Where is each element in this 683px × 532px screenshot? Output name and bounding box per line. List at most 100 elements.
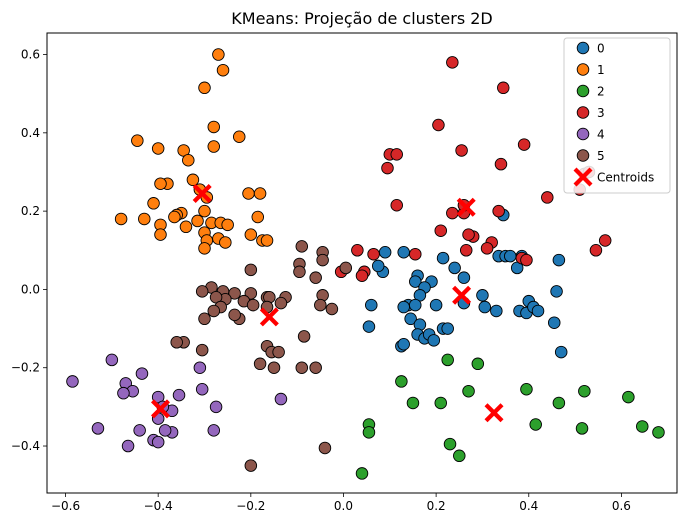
point-cluster-0 bbox=[365, 298, 378, 312]
legend-label: 2 bbox=[597, 85, 605, 99]
legend-marker-2 bbox=[576, 84, 590, 98]
point-cluster-1 bbox=[182, 153, 195, 167]
point-cluster-0 bbox=[397, 337, 410, 351]
point-cluster-4 bbox=[135, 367, 149, 380]
point-cluster-5 bbox=[244, 287, 258, 300]
point-cluster-5 bbox=[295, 240, 309, 253]
point-cluster-2 bbox=[520, 383, 533, 396]
point-cluster-3 bbox=[520, 253, 533, 267]
point-cluster-5 bbox=[170, 336, 183, 349]
point-cluster-1 bbox=[207, 140, 221, 153]
point-cluster-0 bbox=[397, 300, 410, 314]
point-cluster-0 bbox=[531, 304, 545, 318]
point-cluster-4 bbox=[117, 386, 130, 400]
point-cluster-4 bbox=[193, 361, 207, 374]
point-cluster-0 bbox=[429, 298, 443, 312]
point-cluster-0 bbox=[404, 312, 417, 326]
point-cluster-3 bbox=[455, 144, 468, 157]
point-cluster-0 bbox=[457, 271, 471, 284]
point-cluster-0 bbox=[427, 334, 441, 347]
point-cluster-5 bbox=[228, 287, 241, 300]
point-cluster-2 bbox=[453, 449, 466, 463]
x-tick-label: 0.0 bbox=[334, 499, 353, 513]
point-cluster-1 bbox=[216, 63, 230, 77]
point-cluster-3 bbox=[517, 138, 531, 151]
point-cluster-1 bbox=[147, 197, 160, 210]
chart-title: KMeans: Projeção de clusters 2D bbox=[231, 9, 492, 28]
centroid-marker bbox=[259, 307, 279, 327]
point-cluster-5 bbox=[309, 361, 322, 374]
point-cluster-3 bbox=[589, 244, 603, 257]
point-cluster-5 bbox=[246, 298, 260, 312]
point-cluster-3 bbox=[432, 118, 445, 132]
point-cluster-4 bbox=[66, 375, 79, 388]
point-cluster-2 bbox=[443, 437, 457, 451]
point-cluster-2 bbox=[552, 396, 566, 410]
axes-ticks: −0.6 −0.4 −0.2 0.0 0.2 0.4 0.6 −0.4 −0.2 0.0 0.2 0.… bbox=[11, 48, 631, 513]
point-cluster-1 bbox=[251, 210, 265, 224]
y-tick-label: −0.4 bbox=[11, 439, 40, 453]
point-cluster-5 bbox=[295, 361, 309, 374]
point-cluster-2 bbox=[578, 384, 591, 398]
point-cluster-0 bbox=[547, 316, 561, 329]
point-cluster-5 bbox=[316, 253, 329, 267]
point-cluster-0 bbox=[476, 289, 489, 302]
point-cluster-2 bbox=[462, 384, 475, 398]
point-cluster-0 bbox=[550, 285, 563, 298]
point-cluster-3 bbox=[492, 204, 505, 218]
point-cluster-2 bbox=[362, 426, 376, 439]
point-cluster-1 bbox=[242, 187, 255, 200]
point-cluster-5 bbox=[228, 308, 241, 322]
point-cluster-5 bbox=[198, 312, 211, 326]
x-tick-label: −0.4 bbox=[144, 499, 173, 513]
point-cluster-5 bbox=[244, 459, 258, 472]
point-cluster-0 bbox=[378, 245, 392, 259]
point-cluster-2 bbox=[434, 396, 448, 410]
point-cluster-0 bbox=[554, 345, 568, 359]
point-cluster-4 bbox=[151, 435, 165, 449]
point-cluster-3 bbox=[390, 199, 403, 212]
point-cluster-5 bbox=[272, 345, 285, 359]
point-cluster-1 bbox=[186, 173, 200, 187]
point-cluster-3 bbox=[459, 244, 473, 257]
legend-label: 4 bbox=[597, 128, 605, 142]
point-cluster-1 bbox=[154, 177, 167, 190]
point-cluster-0 bbox=[397, 245, 410, 259]
point-cluster-3 bbox=[494, 157, 508, 171]
point-cluster-1 bbox=[114, 212, 128, 226]
legend-marker-centroids bbox=[573, 167, 593, 187]
point-cluster-3 bbox=[598, 234, 612, 247]
point-cluster-5 bbox=[267, 361, 281, 374]
point-cluster-0 bbox=[503, 249, 517, 263]
point-cluster-1 bbox=[151, 142, 165, 155]
point-cluster-5 bbox=[195, 285, 209, 298]
point-cluster-3 bbox=[367, 247, 380, 261]
point-cluster-1 bbox=[198, 204, 211, 218]
point-cluster-1 bbox=[207, 120, 221, 134]
legend-label: 0 bbox=[597, 42, 605, 56]
centroid-marker bbox=[456, 197, 476, 217]
point-cluster-1 bbox=[191, 214, 204, 228]
point-cluster-0 bbox=[490, 304, 503, 318]
point-cluster-1 bbox=[131, 134, 144, 147]
point-cluster-1 bbox=[198, 81, 211, 95]
point-cluster-4 bbox=[91, 422, 105, 435]
point-cluster-4 bbox=[172, 388, 186, 402]
point-cluster-1 bbox=[212, 48, 225, 61]
point-cluster-1 bbox=[154, 228, 167, 241]
legend-marker-1 bbox=[576, 63, 590, 76]
point-cluster-2 bbox=[636, 420, 649, 433]
point-cluster-4 bbox=[133, 424, 146, 437]
point-cluster-4 bbox=[105, 353, 119, 367]
point-cluster-5 bbox=[309, 271, 322, 284]
point-cluster-2 bbox=[471, 357, 485, 371]
point-cluster-3 bbox=[390, 148, 403, 161]
point-cluster-2 bbox=[529, 418, 542, 431]
point-cluster-2 bbox=[441, 353, 454, 367]
centroid-marker bbox=[484, 403, 504, 423]
point-cluster-2 bbox=[395, 375, 408, 388]
point-cluster-4 bbox=[207, 424, 221, 437]
point-cluster-1 bbox=[219, 236, 232, 249]
point-cluster-3 bbox=[351, 244, 364, 257]
point-cluster-0 bbox=[552, 253, 566, 267]
